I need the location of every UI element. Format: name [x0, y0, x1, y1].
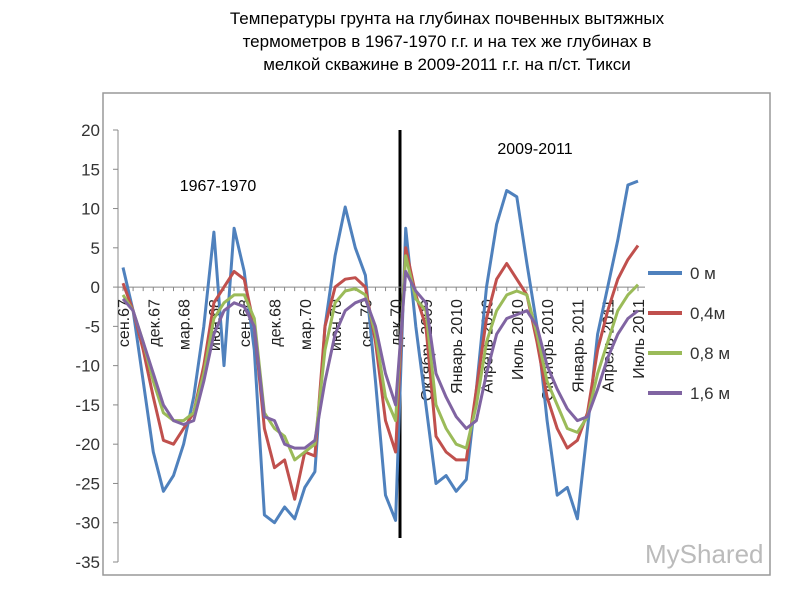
y-tick-label: 15 [81, 160, 100, 179]
x-tick-label: Январь 2011 [570, 299, 587, 393]
y-tick-label: -15 [75, 396, 100, 415]
y-tick-label: -35 [75, 553, 100, 572]
legend-label: 0 м [690, 264, 716, 283]
series-line [121, 269, 639, 450]
chart-title: мелкой скважине в 2009-2011 г.г. на п/ст… [263, 55, 631, 74]
annotation: 1967-1970 [180, 178, 257, 195]
legend-label: 0,4м [690, 304, 725, 323]
y-tick-label: 0 [91, 278, 100, 297]
y-tick-label: 20 [81, 121, 100, 140]
x-tick-label: дек.67 [146, 299, 163, 347]
watermark: MyShared [645, 539, 764, 569]
y-tick-label: -25 [75, 474, 100, 493]
x-tick-label: мар.70 [298, 299, 315, 350]
x-tick-label: Июль 2010 [510, 299, 527, 380]
legend-label: 1,6 м [690, 384, 730, 403]
y-tick-label: 10 [81, 200, 100, 219]
y-tick-label: -20 [75, 435, 100, 454]
x-tick-label: дек.68 [267, 299, 284, 347]
y-tick-label: -30 [75, 514, 100, 533]
x-tick-label: мар.68 [177, 299, 194, 350]
x-tick-label: Январь 2010 [449, 299, 466, 394]
y-tick-label: -5 [85, 317, 100, 336]
annotation: 2009-2011 [497, 141, 572, 158]
y-tick-label: 5 [91, 239, 100, 258]
legend-label: 0,8 м [690, 344, 730, 363]
x-tick-label: сен.67 [116, 299, 133, 347]
series-line [121, 179, 639, 525]
chart-title: Температуры грунта на глубинах почвенных… [230, 9, 665, 28]
y-tick-label: -10 [75, 357, 100, 376]
x-tick-label: Июль 2011 [631, 299, 648, 379]
series-line [121, 244, 640, 501]
chart-title: термометров в 1967-1970 г.г. и на тех же… [243, 32, 652, 51]
series-line [121, 254, 640, 462]
